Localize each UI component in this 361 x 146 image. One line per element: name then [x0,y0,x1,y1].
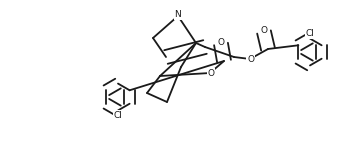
Text: O: O [261,26,268,35]
Text: Cl: Cl [305,29,314,38]
Text: Cl: Cl [114,111,122,120]
Text: O: O [247,54,254,64]
Text: O: O [207,68,214,78]
Text: O: O [217,38,225,47]
Text: N: N [175,10,181,19]
